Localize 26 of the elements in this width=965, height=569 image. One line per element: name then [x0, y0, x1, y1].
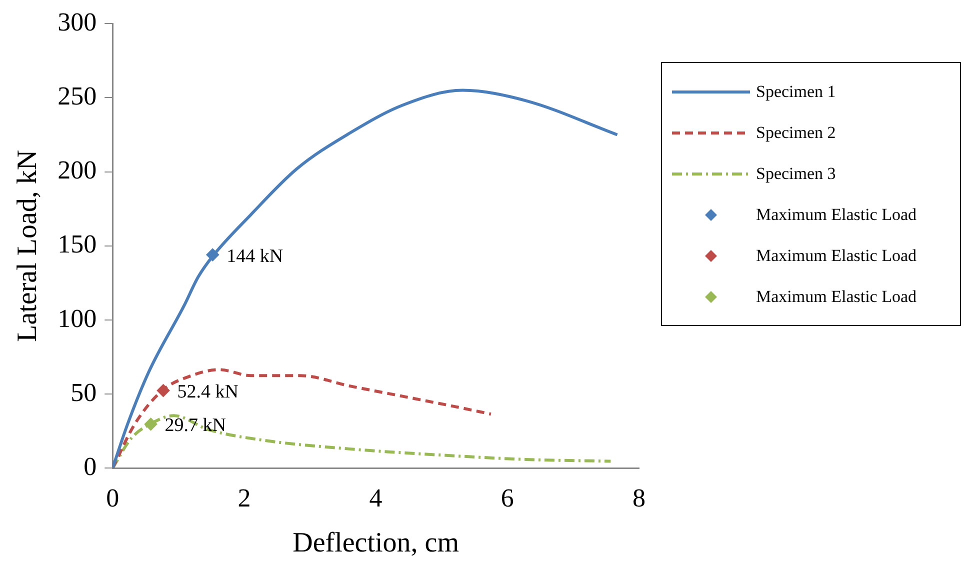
legend-label: Maximum Elastic Load	[756, 246, 917, 266]
data-label: 52.4 kN	[177, 382, 239, 403]
x-tick-label: 2	[238, 484, 251, 513]
x-tick-label: 6	[500, 484, 514, 513]
y-tick-label: 250	[58, 82, 97, 111]
legend-label: Specimen 3	[756, 164, 836, 184]
y-tick-label: 0	[84, 452, 97, 482]
y-tick-label: 200	[58, 156, 97, 185]
line-series	[112, 88, 619, 468]
legend-label: Maximum Elastic Load	[756, 204, 917, 224]
x-tick-label: 0	[106, 484, 120, 513]
legend-label: Maximum Elastic Load	[756, 286, 917, 306]
data-label: 29.7 kN	[164, 415, 226, 436]
line-series	[112, 414, 612, 468]
y-tick-label: 300	[58, 7, 97, 36]
y-tick-label: 150	[58, 230, 97, 259]
x-tick-label: 8	[632, 484, 646, 513]
line-series	[112, 368, 492, 468]
y-tick-label: 50	[70, 378, 97, 407]
legend-label: Specimen 1	[756, 82, 836, 102]
legend-label: Specimen 2	[756, 122, 836, 142]
x-tick-label: 4	[369, 484, 382, 513]
x-axis-title: Deflection, cm	[292, 528, 460, 559]
data-label: 144 kN	[226, 246, 284, 267]
y-axis-title: Lateral Load, kN	[12, 150, 44, 342]
y-tick-label: 100	[58, 304, 97, 333]
